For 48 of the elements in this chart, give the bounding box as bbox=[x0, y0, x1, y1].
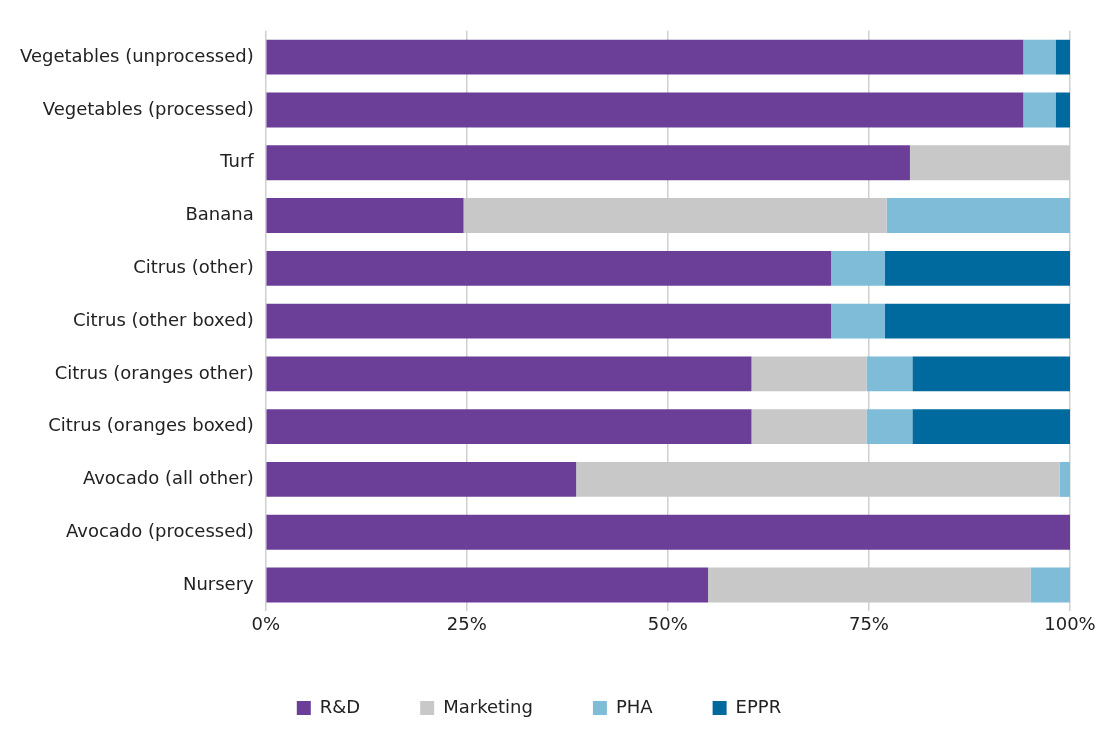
y-tick-label: Citrus (oranges boxed) bbox=[48, 414, 254, 436]
y-tick-label: Citrus (other) bbox=[133, 255, 254, 277]
bar bbox=[266, 198, 464, 233]
bar bbox=[1055, 39, 1070, 75]
bar bbox=[266, 250, 832, 286]
y-tick-label: Turf bbox=[219, 150, 255, 172]
y-tick-label: Vegetables (processed) bbox=[42, 97, 254, 119]
x-tick-label: 0% bbox=[251, 612, 280, 634]
bar bbox=[266, 462, 577, 497]
bar bbox=[1055, 92, 1070, 128]
bar bbox=[266, 92, 1024, 128]
bar bbox=[266, 567, 709, 603]
y-tick-label: Citrus (oranges other) bbox=[54, 361, 254, 383]
bar bbox=[266, 303, 832, 339]
bar bbox=[266, 409, 752, 445]
y-tick-label: Nursery bbox=[182, 572, 255, 594]
bar bbox=[1059, 462, 1070, 497]
bar bbox=[266, 39, 1024, 75]
bar bbox=[912, 409, 1070, 445]
y-tick-label: Avocado (processed) bbox=[65, 519, 254, 541]
bar bbox=[1030, 567, 1070, 603]
x-tick-label: 75% bbox=[848, 612, 889, 634]
bar bbox=[885, 250, 1070, 286]
bar bbox=[1023, 39, 1056, 75]
bar bbox=[885, 303, 1070, 339]
bar bbox=[866, 409, 913, 445]
y-tick-label: Vegetables (unprocessed) bbox=[19, 44, 254, 66]
bar bbox=[866, 356, 913, 392]
legend-label: EPPR bbox=[735, 695, 782, 717]
bar bbox=[266, 145, 910, 181]
legend-label: R&D bbox=[319, 695, 361, 717]
x-tick-label: 50% bbox=[647, 612, 688, 634]
y-tick-label: Avocado (all other) bbox=[82, 467, 254, 489]
bar bbox=[266, 356, 752, 392]
bar bbox=[751, 409, 867, 445]
bar bbox=[831, 250, 886, 286]
x-tick-label: 100% bbox=[1044, 612, 1096, 634]
legend-label: PHA bbox=[615, 695, 654, 717]
y-tick-label: Citrus (other boxed) bbox=[72, 308, 254, 330]
legend-label: Marketing bbox=[443, 695, 533, 717]
bar bbox=[1023, 92, 1056, 128]
bar bbox=[831, 303, 886, 339]
bar bbox=[751, 356, 867, 392]
bar bbox=[266, 514, 1070, 550]
bar bbox=[912, 356, 1070, 392]
y-tick-label: Banana bbox=[185, 203, 254, 225]
bar bbox=[886, 198, 1070, 233]
x-tick-label: 25% bbox=[446, 612, 487, 634]
